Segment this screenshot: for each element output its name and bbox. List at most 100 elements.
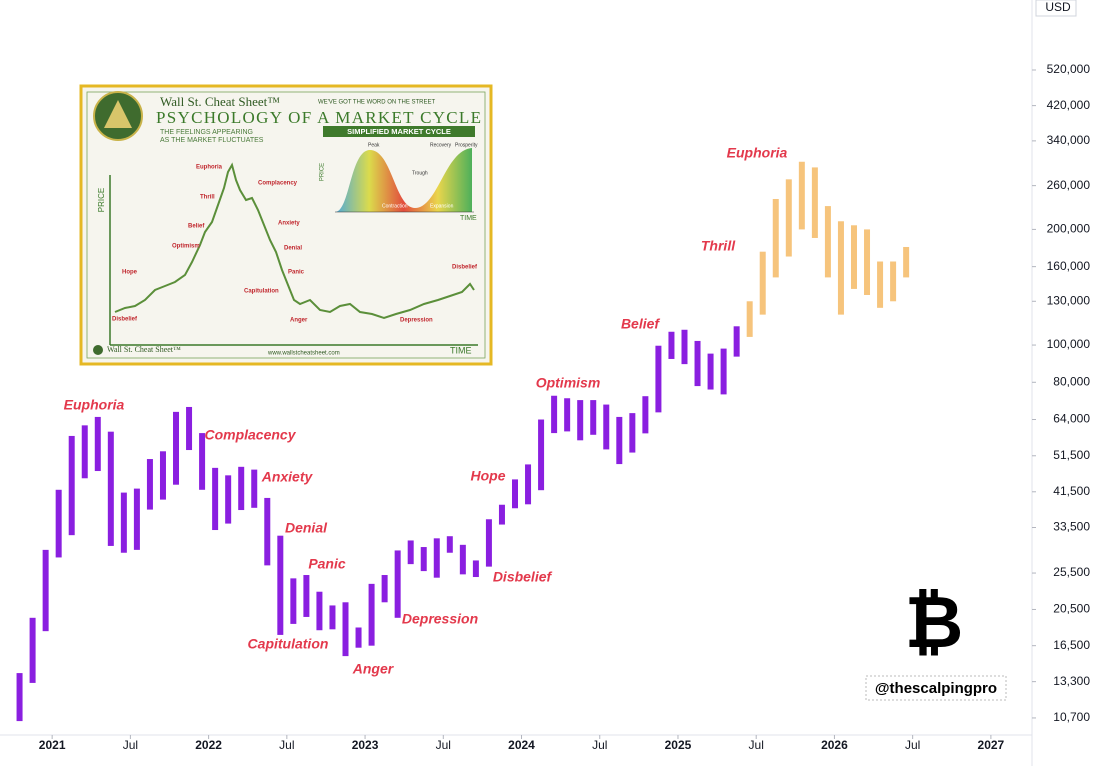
candle xyxy=(824,206,831,278)
inset-stage: Depression xyxy=(400,318,433,324)
candle xyxy=(342,602,349,657)
candle xyxy=(694,340,701,387)
inset-stage: Disbelief xyxy=(112,317,138,323)
annotation: Thrill xyxy=(701,238,736,254)
inset-mini-header xyxy=(323,126,475,137)
inset-footer-logo xyxy=(93,345,103,355)
candle xyxy=(277,535,284,635)
inset-title: PSYCHOLOGY OF A MARKET CYCLE xyxy=(156,108,481,127)
candle xyxy=(355,627,362,648)
candle xyxy=(616,416,623,465)
candle xyxy=(485,519,492,567)
candle xyxy=(564,398,571,432)
inset-stage: Belief xyxy=(188,224,205,230)
candle xyxy=(837,221,844,315)
x-tick-label: 2025 xyxy=(665,738,692,752)
candle xyxy=(498,504,505,525)
x-tick-label: 2022 xyxy=(195,738,222,752)
y-tick-label: 420,000 xyxy=(1047,98,1091,112)
annotation: Belief xyxy=(621,316,660,332)
candle xyxy=(864,229,871,295)
candle xyxy=(68,435,75,536)
inset-mini-curve xyxy=(335,148,472,212)
currency-box xyxy=(1035,0,1077,17)
candle xyxy=(159,451,166,500)
inset-mini-label: Contraction xyxy=(382,203,408,209)
candle xyxy=(512,479,518,509)
candle xyxy=(394,550,401,618)
inset-tagline: WE'VE GOT THE WORD ON THE STREET xyxy=(318,100,435,106)
candle xyxy=(199,433,206,490)
inset-stage: Euphoria xyxy=(196,165,223,171)
inset-stage: Panic xyxy=(288,270,305,276)
inset-mini-label: Expansion xyxy=(430,203,454,209)
candle xyxy=(251,469,258,508)
candle xyxy=(81,425,88,479)
inset-stage: Optimism xyxy=(172,244,200,250)
candle xyxy=(903,246,910,278)
candle xyxy=(225,475,232,524)
candle xyxy=(368,583,375,646)
inset-stage: Anger xyxy=(290,318,308,324)
candle xyxy=(264,497,271,566)
y-tick-label: 25,500 xyxy=(1053,565,1090,579)
inset-mini-label: TIME xyxy=(460,215,477,222)
x-tick-label: 2023 xyxy=(352,738,379,752)
y-tick-label: 520,000 xyxy=(1047,62,1091,76)
inset-stage: Hope xyxy=(122,270,138,276)
candle xyxy=(407,540,414,565)
inset-stage: Denial xyxy=(284,246,302,252)
annotation: Panic xyxy=(308,556,346,572)
y-tick-label: 16,500 xyxy=(1053,638,1090,652)
candle xyxy=(303,575,310,617)
y-tick-label: 80,000 xyxy=(1053,374,1090,388)
inset-cycle-curve xyxy=(114,162,475,320)
x-tick-label: 2026 xyxy=(821,738,848,752)
annotation: Anger xyxy=(352,661,395,677)
candle xyxy=(459,544,466,575)
annotation: Denial xyxy=(285,520,328,536)
candle xyxy=(55,489,62,558)
y-tick-label: 33,500 xyxy=(1053,520,1090,534)
inset-mini-label: Recovery xyxy=(430,142,452,148)
inset-stage: Anxiety xyxy=(278,221,300,227)
candle xyxy=(772,198,779,278)
y-tick-label: 200,000 xyxy=(1047,222,1091,236)
candle xyxy=(525,464,532,505)
annotation: Optimism xyxy=(536,375,601,391)
candle xyxy=(655,345,662,413)
candle xyxy=(720,348,727,395)
inset-stage: Complacency xyxy=(258,181,298,187)
inset-mini-label: Peak xyxy=(368,142,380,148)
inset-stage: Capitulation xyxy=(244,289,279,295)
candle xyxy=(707,353,714,390)
y-tick-label: 64,000 xyxy=(1053,412,1090,426)
candle xyxy=(16,673,23,722)
x-tick-label: Jul xyxy=(749,738,764,752)
candle xyxy=(785,179,792,257)
candle xyxy=(133,488,140,550)
candle xyxy=(212,467,219,531)
watermark-box xyxy=(865,675,1007,701)
y-tick-label: 20,500 xyxy=(1053,602,1090,616)
x-tick-label: Jul xyxy=(436,738,451,752)
candle xyxy=(811,167,818,238)
x-tick-label: 2021 xyxy=(39,738,66,752)
y-tick-label: 130,000 xyxy=(1047,293,1091,307)
candle xyxy=(186,406,193,451)
candle xyxy=(433,538,440,578)
candle xyxy=(94,416,101,472)
candle xyxy=(420,547,427,572)
candle xyxy=(238,466,245,511)
inset-image: Wall St. Cheat Sheet™ WE'VE GOT THE WORD… xyxy=(79,84,493,366)
candle xyxy=(551,395,558,434)
candle xyxy=(446,536,453,553)
x-tick-label: Jul xyxy=(592,738,607,752)
y-tick-label: 100,000 xyxy=(1047,337,1091,351)
y-tick-label: 340,000 xyxy=(1047,133,1091,147)
candle xyxy=(173,411,180,485)
y-tick-label: 41,500 xyxy=(1053,484,1090,498)
candle xyxy=(590,400,597,435)
annotation: Complacency xyxy=(204,427,296,443)
y-tick-label: 13,300 xyxy=(1053,674,1090,688)
